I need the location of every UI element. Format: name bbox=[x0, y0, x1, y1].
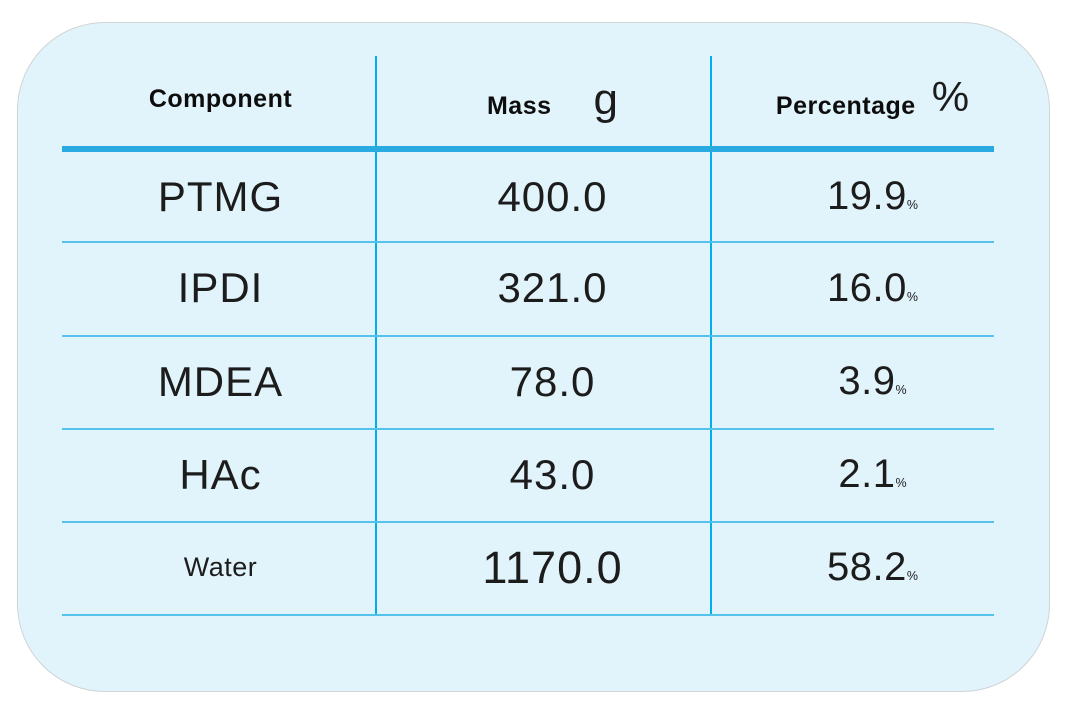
component-name: MDEA bbox=[157, 357, 284, 405]
mass-cell: 400.0 bbox=[375, 173, 710, 221]
percent-value: 19.9 bbox=[827, 174, 907, 218]
percent-sign: % bbox=[906, 569, 918, 583]
component-cell: IPDI bbox=[18, 264, 375, 312]
percentage-cell: 16.0% bbox=[710, 266, 1051, 311]
mass-header-label: Mass bbox=[486, 91, 552, 120]
table-row: Water 1170.0 58.2% bbox=[18, 521, 1051, 614]
header-cell-component: Component bbox=[18, 85, 375, 114]
table-row: IPDI 321.0 16.0% bbox=[18, 241, 1051, 335]
component-name: Water bbox=[183, 552, 258, 582]
mass-value: 321.0 bbox=[497, 264, 608, 311]
percent-sign: % bbox=[906, 289, 918, 304]
component-cell: PTMG bbox=[18, 173, 375, 221]
table-row: HAc 43.0 2.1% bbox=[18, 428, 1051, 521]
row-rule-3 bbox=[62, 428, 994, 430]
percentage-cell: 19.9% bbox=[710, 174, 1051, 219]
component-name: HAc bbox=[179, 450, 262, 498]
row-rule-5 bbox=[62, 614, 994, 616]
percent-value: 58.2 bbox=[827, 545, 907, 589]
mass-value: 43.0 bbox=[509, 450, 596, 498]
component-name: IPDI bbox=[177, 264, 264, 311]
component-header-label: Component bbox=[148, 85, 293, 113]
mass-value: 78.0 bbox=[509, 357, 596, 405]
mass-cell: 321.0 bbox=[375, 264, 710, 312]
component-cell: MDEA bbox=[18, 358, 375, 406]
table-row: MDEA 78.0 3.9% bbox=[18, 335, 1051, 428]
percent-sign: % bbox=[895, 476, 907, 490]
percent-sign: % bbox=[906, 198, 918, 212]
percentage-header-label: Percentage bbox=[775, 91, 916, 120]
component-cell: HAc bbox=[18, 451, 375, 499]
mass-cell: 78.0 bbox=[375, 358, 710, 406]
header-cell-mass: Mass g bbox=[375, 74, 710, 124]
percentage-cell: 3.9% bbox=[710, 359, 1051, 404]
mass-value: 1170.0 bbox=[482, 541, 623, 593]
mass-cell: 43.0 bbox=[375, 451, 710, 499]
mass-cell: 1170.0 bbox=[375, 542, 710, 594]
percent-value: 16.0 bbox=[827, 265, 907, 310]
row-rule-4 bbox=[62, 521, 994, 523]
percent-value: 2.1 bbox=[838, 452, 896, 496]
percentage-unit-label: % bbox=[931, 72, 970, 120]
table-header-row: Component Mass g Percentage % bbox=[18, 53, 1051, 146]
header-rule bbox=[62, 146, 994, 152]
mass-value: 400.0 bbox=[497, 172, 608, 220]
row-rule-1 bbox=[62, 241, 994, 243]
percentage-cell: 2.1% bbox=[710, 452, 1051, 497]
component-cell: Water bbox=[18, 552, 375, 583]
header-cell-percentage: Percentage % bbox=[710, 72, 1051, 121]
component-name: PTMG bbox=[157, 172, 284, 220]
table-row: PTMG 400.0 19.9% bbox=[18, 152, 1051, 241]
table-card: Component Mass g Percentage % PTMG 400.0… bbox=[17, 22, 1050, 692]
percent-sign: % bbox=[895, 383, 907, 397]
mass-unit-label: g bbox=[593, 74, 619, 124]
percent-value: 3.9 bbox=[838, 359, 896, 403]
row-rule-2 bbox=[62, 335, 994, 337]
percentage-cell: 58.2% bbox=[710, 545, 1051, 590]
